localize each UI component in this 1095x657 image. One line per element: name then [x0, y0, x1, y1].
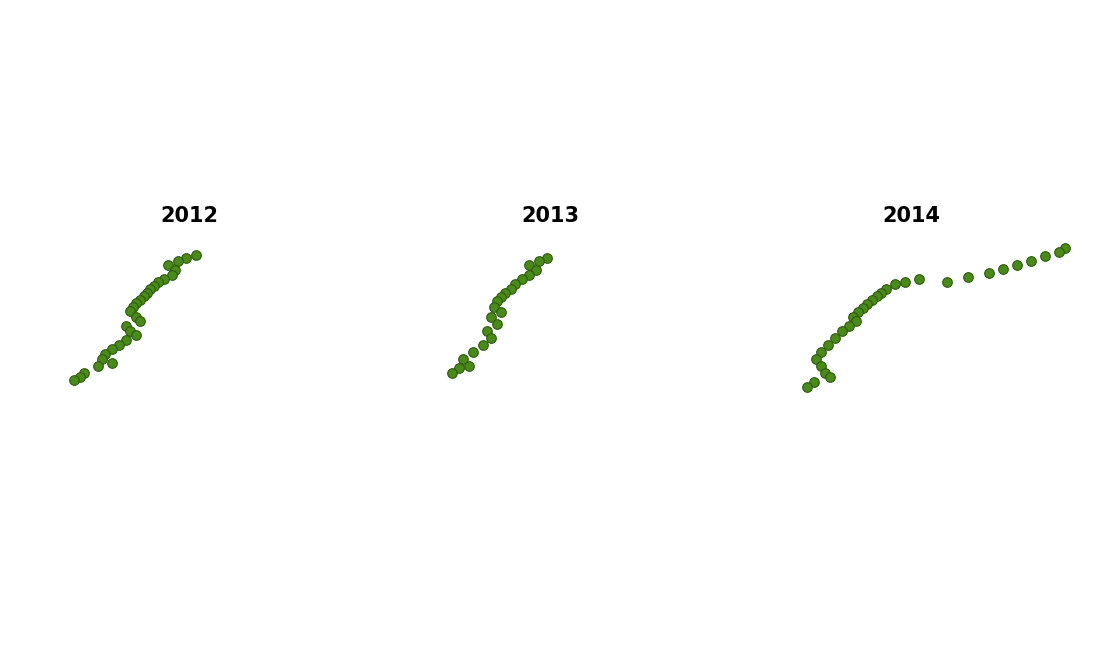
Point — [155, 273, 173, 284]
Point — [66, 374, 83, 385]
Point — [805, 377, 822, 388]
Point — [844, 311, 862, 322]
Point — [103, 344, 120, 354]
Point — [539, 252, 556, 263]
Point — [493, 307, 510, 318]
Title: 2012: 2012 — [160, 206, 218, 225]
Point — [811, 360, 829, 371]
Point — [811, 346, 829, 357]
Title: 2013: 2013 — [521, 206, 579, 225]
Point — [910, 273, 927, 284]
Point — [488, 319, 506, 329]
Point — [127, 298, 145, 308]
Point — [850, 307, 867, 318]
Point — [117, 321, 135, 332]
Point — [1050, 247, 1068, 258]
Point — [127, 311, 145, 322]
Title: 2014: 2014 — [883, 206, 941, 225]
Point — [1007, 260, 1025, 270]
Point — [124, 302, 141, 312]
Point — [443, 367, 461, 378]
Point — [93, 353, 111, 364]
Point — [136, 290, 153, 301]
Point — [959, 272, 977, 283]
Point — [497, 288, 515, 298]
Point — [1036, 251, 1053, 261]
Point — [896, 277, 913, 287]
Point — [937, 277, 955, 287]
Point — [808, 353, 826, 364]
Point — [117, 335, 135, 346]
Point — [864, 294, 881, 305]
Point — [166, 265, 184, 276]
Point — [520, 260, 538, 270]
Point — [488, 296, 506, 306]
Point — [474, 339, 492, 350]
Point — [149, 277, 166, 287]
Point — [111, 339, 128, 350]
Point — [858, 299, 876, 309]
Point — [103, 357, 120, 368]
Point — [96, 349, 114, 359]
Point — [514, 273, 531, 284]
Point — [187, 250, 205, 260]
Point — [483, 311, 500, 322]
Point — [868, 290, 886, 301]
Point — [141, 283, 159, 294]
Point — [485, 302, 503, 312]
Point — [877, 283, 895, 294]
Point — [833, 325, 851, 336]
Point — [127, 330, 145, 340]
Point — [994, 263, 1012, 274]
Point — [138, 288, 155, 298]
Point — [169, 256, 186, 266]
Point — [146, 281, 163, 291]
Point — [816, 367, 833, 378]
Point — [483, 332, 500, 343]
Point — [503, 283, 520, 294]
Point — [464, 346, 482, 357]
Point — [507, 279, 525, 290]
Point — [819, 339, 837, 350]
Point — [530, 256, 548, 266]
Point — [76, 367, 93, 378]
Point — [131, 294, 149, 305]
Point — [826, 332, 843, 343]
Point — [854, 303, 872, 313]
Point — [71, 371, 89, 382]
Point — [798, 381, 816, 392]
Point — [528, 265, 545, 276]
Point — [122, 306, 139, 316]
Point — [89, 360, 106, 371]
Point — [122, 325, 139, 336]
Point — [1057, 243, 1074, 254]
Point — [821, 371, 839, 382]
Point — [163, 269, 181, 280]
Point — [450, 363, 468, 374]
Point — [159, 260, 176, 270]
Point — [454, 353, 472, 364]
Point — [872, 288, 889, 298]
Point — [493, 292, 510, 302]
Point — [846, 315, 864, 326]
Point — [520, 269, 538, 280]
Point — [1022, 256, 1039, 266]
Point — [131, 315, 149, 326]
Point — [840, 321, 857, 332]
Point — [980, 268, 998, 279]
Point — [460, 360, 477, 371]
Point — [886, 279, 903, 290]
Point — [479, 325, 496, 336]
Point — [177, 252, 195, 263]
